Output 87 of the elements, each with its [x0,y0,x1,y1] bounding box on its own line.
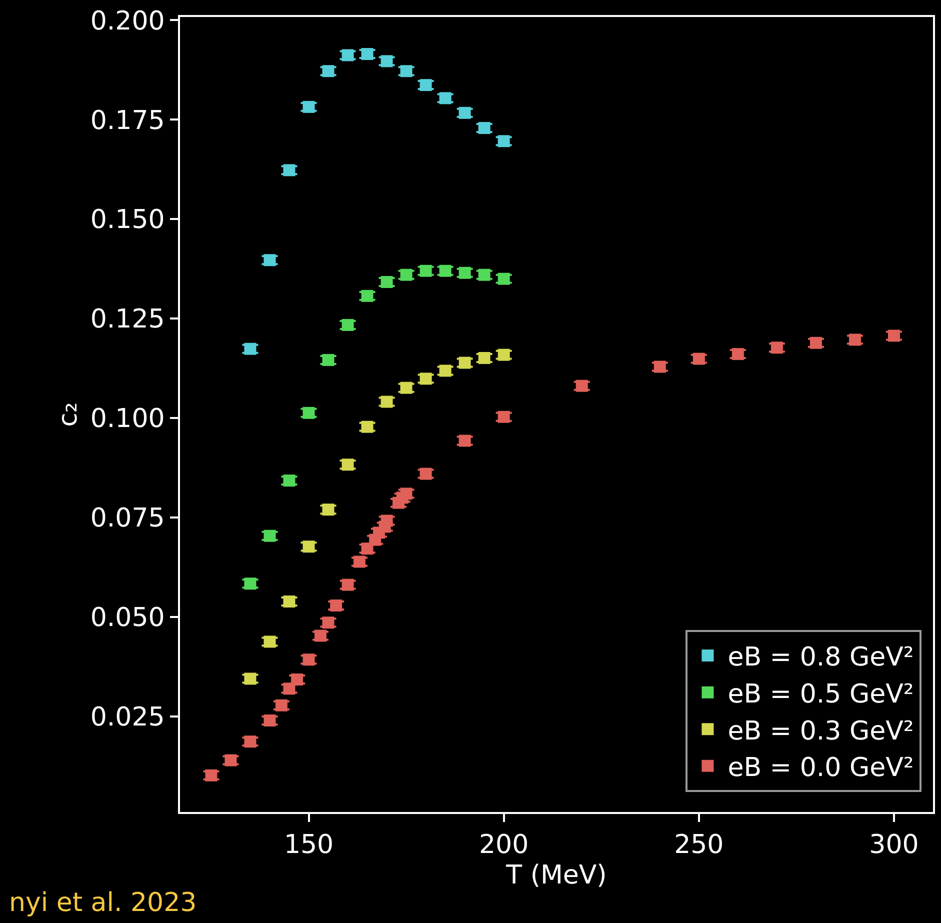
point [330,599,342,612]
point [244,736,256,748]
point [322,616,334,629]
point [342,458,354,471]
point [361,420,374,433]
point [291,674,304,686]
point [302,654,315,666]
x-tick-label: 150 [284,830,334,860]
point [342,49,354,62]
point [439,92,452,104]
point [353,556,366,568]
point [322,65,334,78]
y-tick-label: 0.050 [90,603,165,634]
legend-label: eB = 0.0 GeV² [728,753,914,784]
y-axis-title: c₂ [53,402,84,427]
point [314,630,326,642]
point [283,682,296,695]
point [224,754,237,766]
point [732,348,744,360]
point [302,406,315,419]
point [576,380,588,392]
point [498,410,510,423]
point [342,578,354,591]
y-tick-label: 0.200 [90,6,165,36]
point [400,382,412,394]
point [322,504,334,516]
point [770,342,783,354]
legend-label: eB = 0.8 GeV² [728,642,914,673]
point [888,330,900,342]
point [244,342,256,355]
point [848,334,861,346]
point [380,396,393,408]
point [400,268,412,281]
point [322,354,334,366]
y-tick-label: 0.100 [90,404,165,434]
y-tick-label: 0.175 [90,106,165,136]
y-tick-label: 0.075 [90,504,165,534]
point [478,352,490,364]
point [420,372,432,385]
point [400,65,412,78]
point [420,79,432,92]
point [458,266,471,279]
point [283,474,296,487]
point [205,769,218,782]
y-tick-label: 0.150 [90,205,165,236]
point [283,164,296,176]
point [380,276,393,288]
point [439,364,452,377]
point [400,488,412,500]
point [342,318,354,331]
point [439,264,452,277]
point [283,596,296,608]
point [810,336,822,349]
point [498,272,510,285]
y-tick-label: 0.125 [90,304,165,335]
point [458,434,471,447]
point [302,100,315,113]
x-axis-title: T (MeV) [505,860,607,890]
legend-label: eB = 0.5 GeV² [728,679,914,710]
point [478,268,490,281]
x-tick-label: 250 [674,830,724,860]
legend-label: eB = 0.3 GeV² [728,716,914,746]
point [264,636,276,648]
point [478,122,490,134]
point [361,290,374,302]
point [244,578,256,590]
point [420,264,432,277]
point [498,135,510,148]
point [380,55,393,68]
point [264,530,276,542]
point [420,468,432,480]
point [498,348,510,361]
point [275,699,288,712]
x-tick-label: 300 [869,830,919,860]
x-tick-label: 200 [479,830,529,860]
point [692,352,705,365]
point [654,360,666,373]
point [380,514,393,527]
point [302,540,315,553]
point [458,356,471,369]
point [361,48,374,60]
point [264,254,276,266]
point [458,106,471,119]
point [244,672,256,685]
point [264,714,276,726]
text: nyi et al. 2023 [9,888,197,918]
y-tick-label: 0.025 [90,702,165,733]
